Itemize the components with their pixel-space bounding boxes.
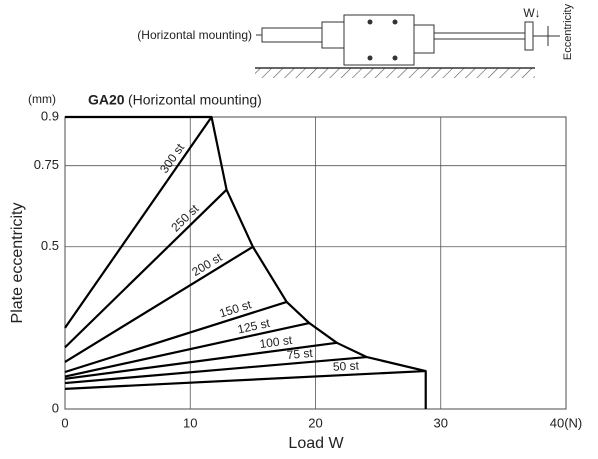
series-label: 75 st [286, 346, 314, 362]
bolt [392, 55, 398, 61]
ground-hatch [255, 68, 535, 78]
diagram-eccentricity: Eccentricity [562, 3, 574, 60]
title-model: GA20 [88, 92, 125, 108]
bolt [367, 19, 373, 25]
y-axis-label: Plate eccentricity [9, 203, 26, 324]
cylinder-head [321, 21, 345, 49]
series-label: 50 st [333, 358, 360, 373]
bolt [367, 55, 373, 61]
x-tick-label: 10 [183, 415, 197, 430]
x-axis-label: Load W [288, 435, 344, 452]
boundary-line [65, 115, 427, 409]
series-label: 100 st [259, 333, 294, 351]
diagram-load: W↓ [523, 6, 540, 20]
series-line [64, 355, 367, 385]
x-tick-label: 20 [308, 415, 322, 430]
series-line [64, 300, 288, 374]
y-tick-label: 0.9 [41, 108, 59, 123]
rear-block [413, 24, 435, 54]
x-tick-label: 30 [434, 415, 448, 430]
guide-block [343, 14, 415, 66]
bolt [392, 19, 398, 25]
diagram-label: (Horizontal mounting) [137, 28, 252, 42]
series-line [64, 341, 337, 380]
cylinder [261, 27, 323, 43]
series-line [64, 116, 213, 329]
y-tick-label: 0 [52, 400, 59, 415]
x-tick-label: 0 [61, 415, 68, 430]
unit: (mm) [28, 92, 56, 106]
plate [524, 21, 534, 51]
series-label: 125 st [236, 316, 272, 337]
x-tick-label: 40(N) [550, 415, 583, 430]
y-tick-label: 0.75 [34, 157, 59, 172]
mounting-diagram: (Horizontal mounting) W↓ Eccentricity [137, 3, 574, 78]
chart-title: (Horizontal mounting) [128, 92, 262, 108]
series-line [64, 245, 254, 363]
series-line [64, 321, 310, 378]
y-tick-label: 0.5 [41, 238, 59, 253]
series-line [64, 369, 426, 390]
series-line [64, 188, 228, 349]
